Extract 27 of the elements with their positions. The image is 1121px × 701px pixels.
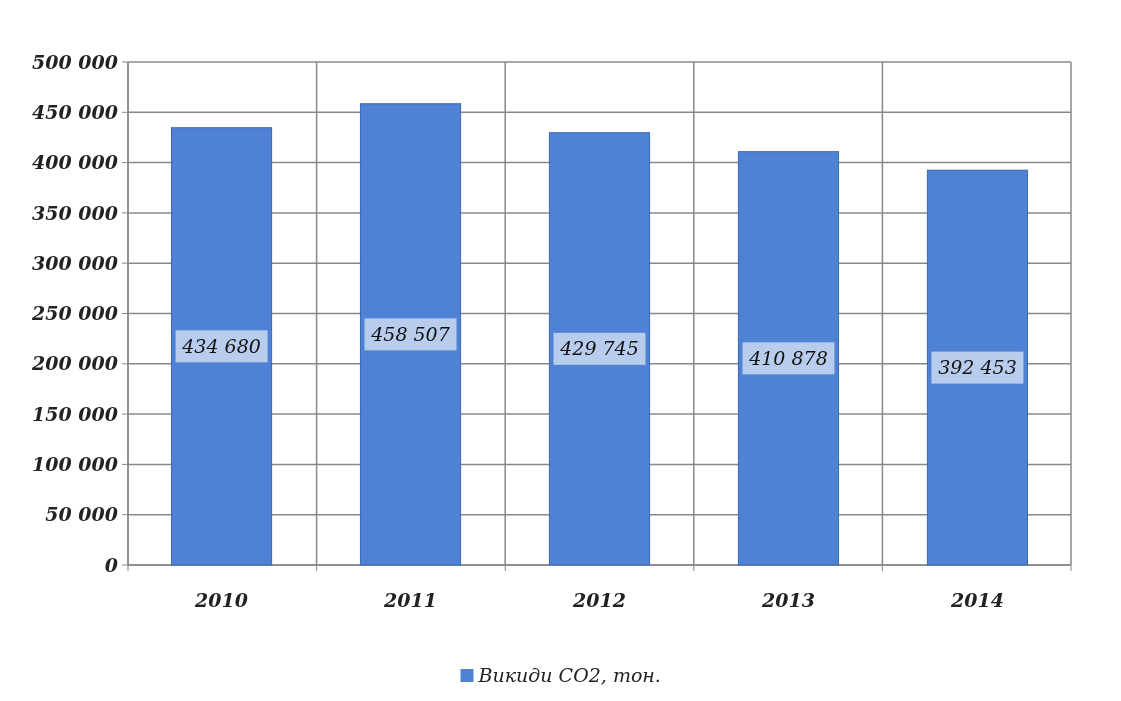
x-tick-label: 2010 bbox=[194, 589, 248, 611]
bar bbox=[926, 169, 1029, 566]
text: 429 745 bbox=[560, 337, 639, 360]
y-tick-label: 200 000 bbox=[31, 352, 118, 375]
y-tick-label: 50 000 bbox=[45, 503, 118, 526]
y-tick-label: 350 000 bbox=[32, 201, 118, 224]
text: 458 507 bbox=[371, 323, 450, 346]
bar bbox=[737, 151, 840, 566]
text: 392 453 bbox=[938, 356, 1017, 379]
y-tick-label: 250 000 bbox=[31, 302, 118, 325]
y-tick-label: 450 000 bbox=[32, 100, 118, 123]
y-tick-label: 150 000 bbox=[32, 402, 118, 425]
bar bbox=[548, 132, 651, 566]
x-tick-label: 2013 bbox=[761, 589, 815, 611]
y-tick-label: 100 000 bbox=[32, 453, 118, 476]
y-tick-label: 300 000 bbox=[32, 251, 118, 274]
legend-label: Викиди CO2, тон. bbox=[477, 664, 661, 687]
y-tick-label: 0 bbox=[104, 553, 118, 576]
y-tick-label: 500 000 bbox=[32, 50, 118, 73]
text: 434 680 bbox=[182, 335, 261, 358]
x-tick-label: 2011 bbox=[383, 589, 437, 611]
bar bbox=[359, 103, 462, 566]
text: 410 878 bbox=[749, 346, 828, 369]
y-tick-label: 400 000 bbox=[32, 151, 118, 174]
x-tick-label: 2014 bbox=[950, 589, 1004, 611]
x-tick-label: 2012 bbox=[572, 589, 626, 611]
bar bbox=[170, 127, 273, 566]
